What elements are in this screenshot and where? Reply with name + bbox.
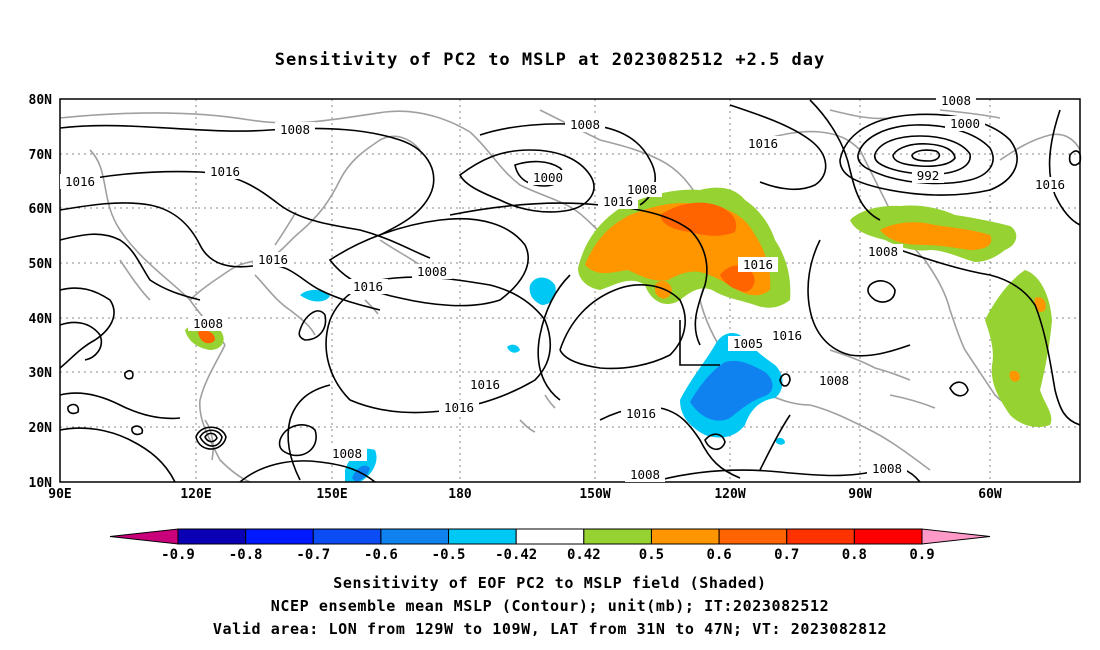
contour-label: 1008 <box>868 244 898 259</box>
lat-label: 10N <box>29 476 53 491</box>
contour-labels: 1008 1016 1016 1016 1008 1016 1008 1000 … <box>60 93 1070 482</box>
contour-label: 1008 <box>819 373 849 388</box>
lon-label: 60W <box>978 487 1002 502</box>
caption-line-2: NCEP ensemble mean MSLP (Contour); unit(… <box>270 597 830 615</box>
colorbar-label: 0.9 <box>909 547 934 563</box>
contour-label: 1000 <box>533 170 563 185</box>
shade-positive-10 <box>1009 370 1020 382</box>
contour-label: 1016 <box>444 400 474 415</box>
map-frame <box>59 98 1081 483</box>
lat-label: 60N <box>29 202 53 217</box>
lat-label: 30N <box>29 366 53 381</box>
lon-label: 90E <box>48 487 71 502</box>
lon-label: 180 <box>448 487 472 502</box>
contour-label: 1008 <box>872 461 902 476</box>
gridlines <box>60 99 1080 482</box>
colorbar-label: -0.6 <box>364 547 398 563</box>
map-title: Sensitivity of PC2 to MSLP at 2023082512… <box>274 50 826 70</box>
shade-negative-6 <box>352 465 370 482</box>
shade-positive-7 <box>880 222 992 250</box>
contour-label: 1000 <box>950 116 980 131</box>
contour-label: 1016 <box>603 194 633 209</box>
colorbar-swatch <box>650 528 720 545</box>
lat-label: 80N <box>29 93 53 108</box>
colorbar-swatch <box>177 528 247 545</box>
colorbar-swatch <box>312 528 382 545</box>
contour-label: 992 <box>917 168 940 183</box>
contour-label: 1016 <box>1035 177 1065 192</box>
colorbar: -0.9 -0.8 -0.7 -0.6 -0.5 -0.42 0.42 0.5 0.6 0.7 0.… <box>109 528 991 563</box>
contour-label: 1016 <box>65 174 95 189</box>
mslp-contours <box>59 99 1082 483</box>
latitude-labels: 80N 70N 60N 50N 40N 30N 20N 10N <box>29 93 53 491</box>
shade-positive-4 <box>720 265 755 292</box>
colorbar-swatch <box>853 528 923 545</box>
map-area <box>59 98 1082 483</box>
lon-label: 150E <box>316 487 347 502</box>
lat-label: 40N <box>29 312 53 327</box>
contour-label: 1008 <box>627 182 657 197</box>
lon-label: 120E <box>180 487 211 502</box>
contour-label: 1016 <box>258 252 288 267</box>
colorbar-label: -0.9 <box>161 547 195 563</box>
colorbar-swatch <box>245 528 314 545</box>
contour-label: 1005 <box>733 336 763 351</box>
shade-positive-3 <box>660 202 737 236</box>
shade-negative-7 <box>507 344 520 353</box>
shade-negative-8 <box>775 437 785 445</box>
contour-label: 1008 <box>280 122 310 137</box>
contour-label: 1008 <box>332 446 362 461</box>
contour-label: 1016 <box>210 164 240 179</box>
contour-label: 1016 <box>626 406 656 421</box>
longitude-labels: 90E 120E 150E 180 150W 120W 90W 60W <box>48 487 1002 502</box>
contour-label: 1016 <box>772 328 802 343</box>
colorbar-arrow-right <box>921 528 991 545</box>
colorbar-swatch <box>380 528 450 545</box>
shade-negative-4 <box>300 289 330 302</box>
colorbar-swatch <box>718 528 788 545</box>
colorbar-label: 0.6 <box>706 547 731 563</box>
colorbar-label: -0.42 <box>495 547 537 563</box>
contour-label: 1008 <box>417 264 447 279</box>
colorbar-arrow-left <box>109 528 179 545</box>
colorbar-label: 0.5 <box>639 547 664 563</box>
colorbar-swatch <box>448 528 517 545</box>
lon-label: 90W <box>848 487 872 502</box>
contour-label: 1008 <box>193 316 223 331</box>
lon-label: 120W <box>714 487 745 502</box>
lat-label: 70N <box>29 148 53 163</box>
caption-line-1: Sensitivity of EOF PC2 to MSLP field (Sh… <box>333 574 767 592</box>
colorbar-label: -0.8 <box>229 547 263 563</box>
lat-label: 50N <box>29 257 53 272</box>
contour-label: 1016 <box>748 136 778 151</box>
colorbar-label: 0.42 <box>567 547 601 563</box>
shade-negative-3 <box>529 277 556 305</box>
colorbar-label: 0.7 <box>774 547 799 563</box>
lon-label: 150W <box>579 487 610 502</box>
caption-line-3: Valid area: LON from 129W to 109W, LAT f… <box>212 620 888 638</box>
contour-label: 1016 <box>353 279 383 294</box>
colorbar-swatch <box>515 528 585 545</box>
contour-label: 1008 <box>570 117 600 132</box>
contour-label: 1016 <box>470 377 500 392</box>
shade-positive-9 <box>1034 297 1046 312</box>
colorbar-swatch <box>786 528 855 545</box>
shade-positive-8 <box>985 270 1052 427</box>
shade-positive-12 <box>198 330 215 344</box>
shade-negative-2 <box>690 360 773 421</box>
colorbar-swatch <box>583 528 652 545</box>
colorbar-label: 0.8 <box>842 547 867 563</box>
colorbar-label: -0.7 <box>296 547 330 563</box>
colorbar-label: -0.5 <box>432 547 466 563</box>
contour-label: 1008 <box>941 93 971 108</box>
lat-label: 20N <box>29 421 53 436</box>
contour-label: 1008 <box>630 467 660 482</box>
contour-label: 1016 <box>743 257 773 272</box>
